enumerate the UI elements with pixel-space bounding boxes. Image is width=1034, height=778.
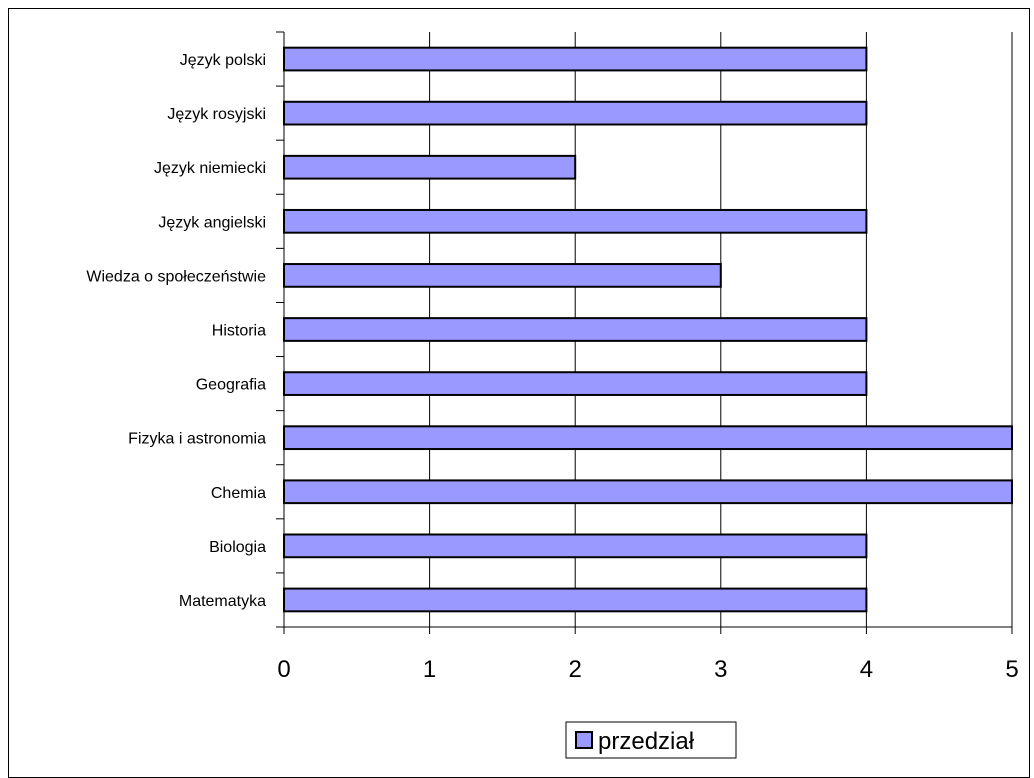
bar: [283, 587, 868, 613]
bar: [283, 479, 1013, 505]
category-label: Fizyka i astronomia: [128, 431, 266, 448]
bar: [283, 317, 868, 342]
category-label: Chemia: [211, 485, 266, 502]
category-label: Język rosyjski: [167, 106, 266, 123]
category-label: Wiedza o społeczeństwie: [86, 268, 266, 285]
bar: [283, 263, 722, 288]
category-label: Biologia: [209, 539, 266, 556]
category-label: Historia: [212, 323, 266, 340]
x-tick-label: 2: [569, 656, 582, 683]
x-tick-labels: 0 1 2 3 4 5: [277, 656, 1018, 683]
bar: [283, 533, 868, 559]
category-labels: Matematyka Biologia Chemia Fizyka i astrono…: [86, 52, 266, 610]
axes: [276, 31, 1013, 634]
legend: przedział: [565, 721, 737, 759]
category-label: Język angielski: [158, 214, 266, 231]
x-tick-label: 1: [423, 656, 436, 683]
x-tick-label: 3: [714, 656, 727, 683]
bar: [283, 425, 1013, 451]
legend-box: [565, 721, 737, 759]
category-label: Język niemiecki: [154, 160, 266, 177]
x-tick-label: 5: [1005, 656, 1018, 683]
bar: [283, 154, 577, 180]
category-label: Język polski: [180, 52, 266, 69]
category-label: Matematyka: [179, 593, 266, 610]
bar: [283, 46, 868, 72]
category-label: Geografia: [196, 377, 266, 394]
bar: [283, 100, 868, 126]
bars: [283, 46, 1013, 613]
bar: [283, 208, 868, 234]
legend-label: przedział: [598, 728, 695, 755]
legend-swatch: [575, 731, 593, 749]
bar: [283, 371, 868, 396]
x-tick-label: 4: [860, 656, 873, 683]
x-tick-label: 0: [277, 656, 290, 683]
